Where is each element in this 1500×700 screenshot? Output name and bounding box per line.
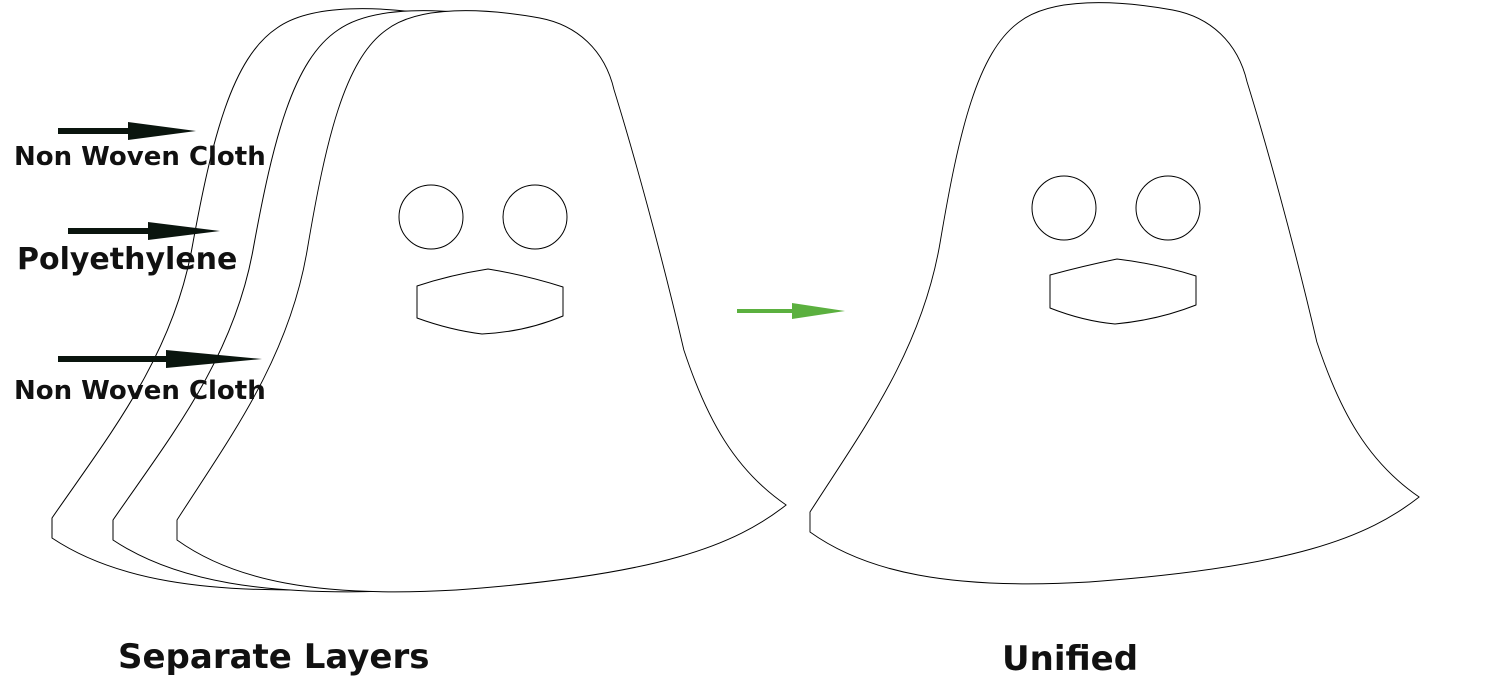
layer-arrow-top	[58, 122, 196, 140]
layer-label-middle: Polyethylene	[17, 245, 237, 275]
caption-unified: Unified	[1002, 642, 1138, 676]
unified-eye-hole-right	[1136, 176, 1200, 240]
unified-eye-hole-left	[1032, 176, 1096, 240]
transform-arrow	[737, 303, 845, 319]
layer-label-outer-top: Non Woven Cloth	[14, 144, 266, 170]
eye-hole-right	[503, 185, 567, 249]
layer-label-outer-bottom: Non Woven Cloth	[14, 378, 266, 404]
caption-separate-layers: Separate Layers	[118, 640, 429, 674]
eye-hole-left	[399, 185, 463, 249]
